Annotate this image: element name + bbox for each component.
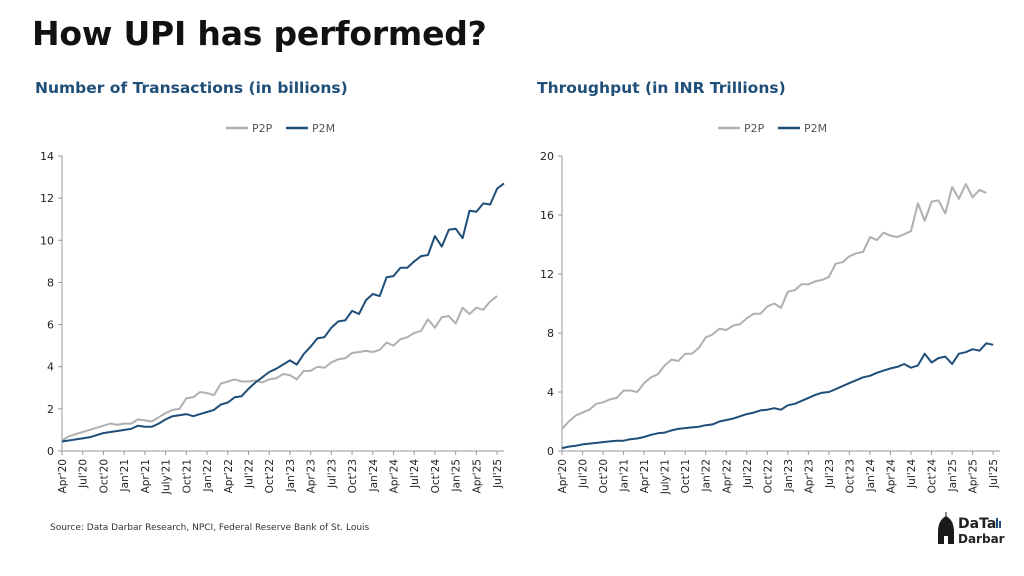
x-tick-label: Oct'24 bbox=[430, 459, 442, 494]
x-tick-label: Jul'25 bbox=[492, 459, 504, 489]
series-line-p2m bbox=[561, 342, 994, 450]
x-tick-label: Jul'24 bbox=[409, 459, 421, 489]
x-tick-label: Oct'23 bbox=[844, 459, 856, 493]
legend-label-p2p: P2P bbox=[252, 122, 273, 135]
y-tick-label: 10 bbox=[40, 234, 54, 247]
x-tick-label: Jan'25 bbox=[947, 459, 959, 492]
y-tick-label: 14 bbox=[40, 150, 54, 163]
x-tick-label: Oct'20 bbox=[98, 459, 110, 493]
x-tick-label: Jul'23 bbox=[824, 459, 836, 489]
source-note: Source: Data Darbar Research, NPCI, Fede… bbox=[50, 523, 370, 533]
x-tick-label: Jul'20 bbox=[78, 459, 90, 489]
data-darbar-logo: DaTa Darbar bbox=[938, 512, 1005, 546]
x-tick-label: Oct'22 bbox=[762, 459, 774, 493]
x-tick-label: Oct'23 bbox=[347, 459, 359, 493]
logo-line-1: DaTa bbox=[958, 516, 996, 532]
legend-label-p2p: P2P bbox=[744, 122, 765, 135]
x-tick-label: Apr'21 bbox=[639, 459, 651, 493]
chart-title-throughput: Throughput (in INR Trillions) bbox=[537, 79, 786, 97]
y-tick-label: 12 bbox=[40, 192, 54, 205]
y-tick-label: 8 bbox=[547, 327, 554, 340]
y-tick-label: 0 bbox=[47, 445, 54, 458]
bar-mark-icon bbox=[996, 518, 1001, 528]
x-tick-label: Jan'23 bbox=[783, 459, 795, 492]
x-tick-label: Jan'24 bbox=[865, 459, 877, 493]
y-tick-label: 0 bbox=[547, 445, 554, 458]
x-tick-label: Apr'24 bbox=[389, 459, 401, 494]
x-tick-label: Apr'25 bbox=[968, 459, 980, 493]
x-tick-label: Apr'22 bbox=[223, 459, 235, 493]
x-tick-label: Jan'25 bbox=[451, 459, 463, 492]
x-tick-label: Jul'24 bbox=[906, 459, 918, 489]
x-tick-label: Jan'24 bbox=[368, 459, 380, 493]
legend-label-p2m: P2M bbox=[312, 122, 335, 135]
x-tick-label: Jul'25 bbox=[988, 459, 1000, 489]
x-tick-label: Jul'23 bbox=[326, 459, 338, 489]
x-tick-label: Jan'23 bbox=[285, 459, 297, 492]
y-tick-label: 12 bbox=[540, 268, 554, 281]
x-tick-label: Apr'23 bbox=[803, 459, 815, 493]
y-tick-label: 6 bbox=[47, 319, 54, 332]
chart-title-transactions: Number of Transactions (in billions) bbox=[35, 79, 348, 97]
throughput-chart: 0 4 8 12 16 20 Apr'20 Jul'20 Oct'20 Jan'21 Apr'21 J… bbox=[540, 122, 1000, 495]
x-tick-label: Apr'24 bbox=[886, 459, 898, 494]
x-tick-label: Apr'20 bbox=[557, 459, 569, 493]
legend-label-p2m: P2M bbox=[804, 122, 827, 135]
x-tick-label: Jan'22 bbox=[202, 459, 214, 492]
x-tick-label: Apr'21 bbox=[140, 459, 152, 493]
x-tick-label: Oct'21 bbox=[680, 459, 692, 493]
page-title: How UPI has performed? bbox=[32, 14, 487, 53]
logo-line-2: Darbar bbox=[958, 532, 1005, 546]
x-tick-label: Jan'21 bbox=[619, 459, 631, 492]
x-tick-label: Oct'22 bbox=[264, 459, 276, 493]
x-tick-label: Apr'25 bbox=[471, 459, 483, 493]
x-tick-label: July'21 bbox=[161, 459, 173, 495]
series-line-p2p bbox=[61, 295, 498, 442]
series-line-p2p bbox=[561, 183, 987, 430]
y-tick-label: 4 bbox=[47, 361, 54, 374]
x-tick-label: Apr'20 bbox=[57, 459, 69, 493]
y-tick-label: 2 bbox=[47, 403, 54, 416]
y-tick-label: 20 bbox=[540, 150, 554, 163]
x-tick-label: Jul'20 bbox=[578, 459, 590, 489]
x-tick-label: Jan'22 bbox=[701, 459, 713, 492]
x-tick-label: Jan'21 bbox=[119, 459, 131, 492]
series-line-p2m bbox=[61, 182, 505, 443]
x-tick-label: Oct'21 bbox=[181, 459, 193, 493]
x-tick-label: July'21 bbox=[660, 459, 672, 495]
x-tick-label: Oct'20 bbox=[598, 459, 610, 493]
x-tick-label: Oct'24 bbox=[927, 459, 939, 494]
dome-icon bbox=[938, 512, 954, 544]
x-tick-label: Jul'22 bbox=[243, 459, 255, 489]
y-tick-label: 16 bbox=[540, 209, 554, 222]
x-tick-label: Apr'23 bbox=[306, 459, 318, 493]
x-tick-label: Jul'22 bbox=[742, 459, 754, 489]
x-tick-label: Apr'22 bbox=[721, 459, 733, 493]
y-tick-label: 4 bbox=[547, 386, 554, 399]
y-tick-label: 8 bbox=[47, 276, 54, 289]
transactions-chart: 0 2 4 6 8 10 12 14 Apr'20 Jul'20 Oct'20 Jan'21 Apr'2… bbox=[40, 122, 505, 495]
